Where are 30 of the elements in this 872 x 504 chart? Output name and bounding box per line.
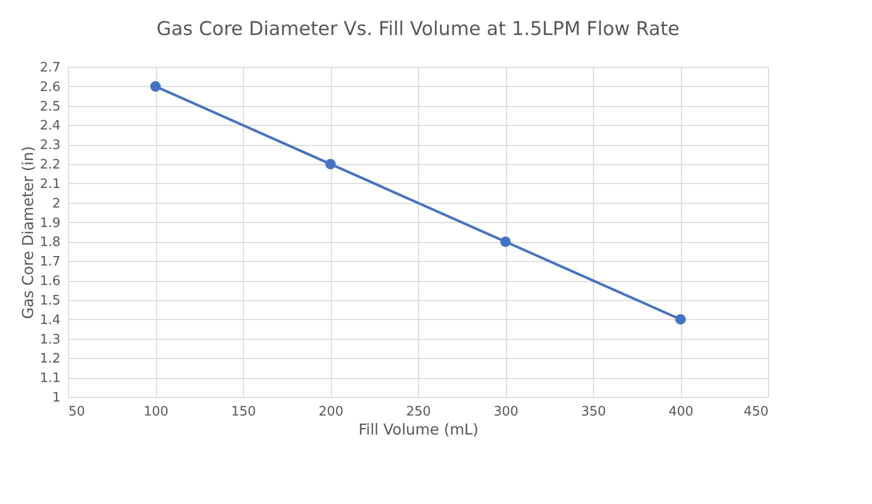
y-axis-title: Gas Core Diameter (in): [18, 146, 37, 320]
y-tick-label: 1.6: [40, 274, 60, 290]
y-tick-label: 2.7: [40, 60, 60, 76]
x-axis-title: Fill Volume (mL): [358, 420, 479, 438]
x-tick-label: 250: [406, 404, 431, 420]
y-tick-label: 2.1: [40, 176, 60, 192]
x-tick-label: 350: [581, 404, 606, 420]
y-tick-label: 1.9: [40, 216, 60, 231]
y-tick-label: 2.5: [40, 99, 60, 114]
y-tick-label: 1.5: [40, 293, 60, 308]
y-tick-label: 2: [52, 196, 60, 212]
x-tick-label: 50: [68, 404, 86, 420]
y-tick-label: 2.4: [40, 118, 60, 134]
y-tick-label: 2.3: [40, 138, 60, 154]
y-tick-label: 1.1: [40, 371, 60, 386]
x-tick-label: 100: [144, 404, 168, 420]
y-tick-label: 1: [52, 390, 60, 406]
y-tick-label: 1.4: [40, 312, 60, 328]
x-tick-label: 450: [744, 404, 768, 420]
y-tick-label: 1.2: [40, 352, 60, 367]
x-tick-label: 200: [318, 404, 344, 420]
x-tick-label: 400: [668, 404, 694, 420]
x-tick-label: 150: [231, 404, 256, 420]
y-tick-label: 1.7: [40, 254, 60, 270]
y-tick-label: 1.3: [40, 332, 60, 348]
chart-title: Gas Core Diameter Vs. Fill Volume at 1.5LPM Flow Rate: [156, 18, 680, 40]
y-tick-label: 2.2: [40, 158, 60, 173]
y-tick-label: 2.6: [40, 80, 60, 95]
x-tick-label: 300: [494, 404, 518, 420]
y-tick-label: 1.8: [40, 235, 60, 250]
